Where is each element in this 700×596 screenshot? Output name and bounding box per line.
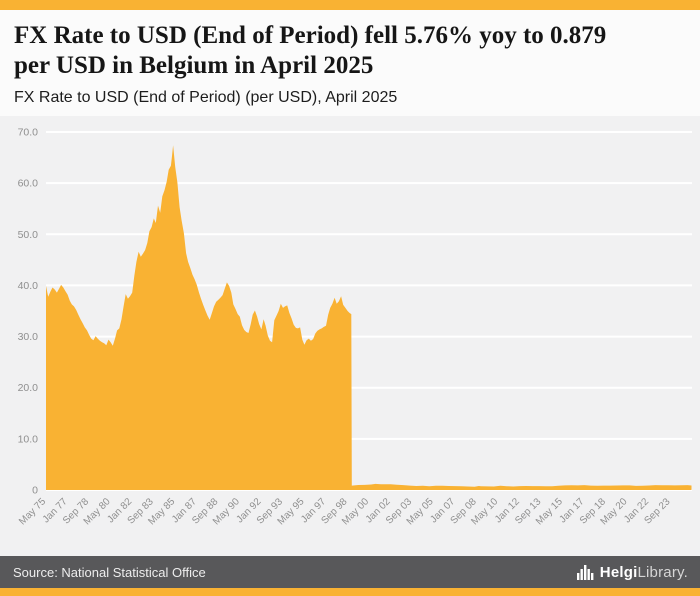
footer-bar: Source: National Statistical Office Helg… — [0, 556, 700, 588]
top-accent-bar — [0, 0, 700, 10]
svg-text:40.0: 40.0 — [18, 280, 39, 292]
chart-subtitle: FX Rate to USD (End of Period) (per USD)… — [14, 89, 398, 106]
svg-text:60.0: 60.0 — [18, 178, 39, 190]
svg-text:May 75: May 75 — [17, 496, 48, 527]
logo-text-light: Library. — [637, 563, 688, 581]
svg-text:10.0: 10.0 — [18, 433, 39, 445]
bottom-accent-bar — [0, 588, 700, 596]
svg-text:20.0: 20.0 — [18, 382, 39, 394]
helgi-library-logo: HelgiLibrary. — [576, 564, 688, 581]
page-title-line2: per USD in Belgium in April 2025 — [14, 51, 374, 79]
logo-text: HelgiLibrary. — [600, 564, 688, 581]
helgi-logo-icon — [576, 565, 594, 580]
chart-area: 70.0 60.0 50.0 40.0 30.0 20.0 10.0 0 May 75 Jan 7… — [0, 116, 700, 556]
page-title: FX Rate to USD (End of Period) fell 5.76… — [14, 21, 684, 80]
svg-text:70.0: 70.0 — [18, 127, 39, 139]
source-text: Source: National Statistical Office — [13, 564, 206, 580]
chart-header: FX Rate to USD (End of Period) fell 5.76… — [0, 10, 700, 116]
page-title-line1: FX Rate to USD (End of Period) fell 5.76… — [14, 22, 607, 49]
svg-text:0: 0 — [32, 485, 38, 497]
svg-text:50.0: 50.0 — [18, 229, 39, 241]
svg-text:30.0: 30.0 — [18, 331, 39, 343]
logo-text-bold: Helgi — [599, 563, 638, 581]
